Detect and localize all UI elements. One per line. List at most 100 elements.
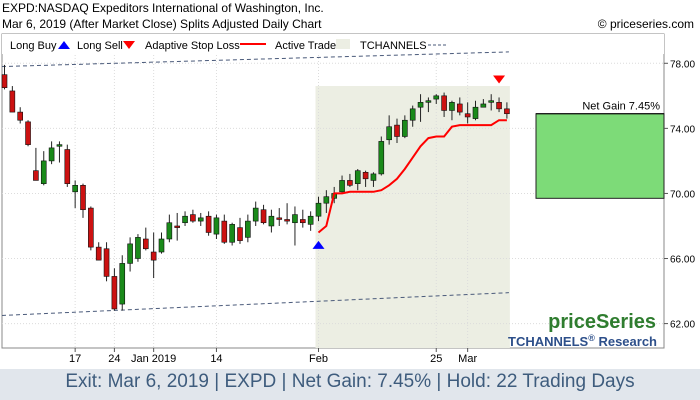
legend-label: Long Sell bbox=[77, 40, 123, 52]
y-tick-label: 78.00 bbox=[670, 59, 695, 70]
candle-body bbox=[370, 173, 377, 181]
candle-body bbox=[56, 144, 63, 147]
candle-body bbox=[25, 121, 31, 145]
candle-body bbox=[158, 238, 165, 253]
x-tick-label: Mar bbox=[458, 353, 477, 365]
tchannels-research-logo: TCHANNELS® Research bbox=[508, 333, 657, 349]
candle-body bbox=[9, 90, 16, 113]
candle-body bbox=[425, 100, 432, 103]
candle-body bbox=[150, 251, 157, 261]
candle-body bbox=[433, 95, 440, 100]
channel-upper-line bbox=[1, 51, 509, 68]
candle-body bbox=[135, 237, 141, 259]
candle-body bbox=[472, 106, 479, 119]
candle-body bbox=[284, 219, 290, 222]
candle-body bbox=[64, 149, 71, 184]
candle-body bbox=[17, 111, 24, 121]
candle-body bbox=[339, 180, 345, 193]
candle-body bbox=[48, 147, 55, 162]
candle-body bbox=[299, 219, 306, 224]
candle-body bbox=[40, 160, 47, 184]
candle-body bbox=[95, 246, 102, 261]
candle-body bbox=[402, 119, 408, 137]
long-buy-marker bbox=[312, 240, 325, 249]
adaptive-stop-loss-line bbox=[317, 119, 507, 234]
candle-body bbox=[268, 215, 275, 227]
candle-body bbox=[362, 171, 369, 180]
legend-label: Long Buy bbox=[10, 40, 57, 52]
legend-label: Active Trade bbox=[275, 40, 336, 52]
y-tick-label: 70.00 bbox=[670, 189, 695, 200]
candle-body bbox=[464, 113, 471, 118]
candle-body bbox=[307, 215, 314, 225]
candle-body bbox=[182, 215, 188, 224]
y-tick-label: 62.00 bbox=[670, 320, 695, 331]
candle-body bbox=[221, 220, 228, 243]
candle-body bbox=[441, 95, 447, 111]
candle-body bbox=[347, 180, 353, 186]
copyright-text: © priceseries.com bbox=[597, 17, 694, 31]
candle-body bbox=[315, 202, 322, 217]
candle-body bbox=[394, 124, 400, 137]
candle-body bbox=[143, 238, 149, 250]
down-triangle-icon bbox=[123, 41, 135, 49]
candle-body bbox=[190, 214, 196, 222]
candle-body bbox=[496, 102, 502, 110]
candle-body bbox=[111, 276, 118, 310]
candle-body bbox=[252, 207, 259, 222]
candle-body bbox=[260, 209, 267, 224]
net-gain-box bbox=[535, 113, 665, 199]
x-tick-label: 24 bbox=[108, 353, 120, 365]
candle-body bbox=[449, 102, 455, 111]
chart-title: EXPD:NASDAQ Expeditors International of … bbox=[2, 1, 324, 15]
candle-body bbox=[213, 217, 220, 235]
candle-body bbox=[378, 141, 385, 175]
candle-body bbox=[456, 103, 463, 113]
candle-body bbox=[386, 126, 392, 141]
x-tick-label: Feb bbox=[309, 353, 328, 365]
y-tick-label: 66.00 bbox=[670, 255, 695, 266]
candle-body bbox=[33, 170, 39, 181]
channel-lower-line bbox=[1, 292, 509, 316]
chart-subtitle: Mar 6, 2019 (After Market Close) Splits … bbox=[2, 17, 322, 31]
legend-label: TCHANNELS bbox=[360, 40, 427, 52]
legend-bar bbox=[2, 34, 664, 54]
candle-body bbox=[480, 103, 487, 108]
x-tick-label: 17 bbox=[69, 353, 81, 365]
candle-body bbox=[174, 225, 180, 228]
candle-body bbox=[323, 196, 330, 204]
footer-bar bbox=[0, 369, 700, 400]
candle-body bbox=[417, 102, 424, 108]
long-sell-marker bbox=[493, 75, 506, 84]
candle-body bbox=[1, 74, 8, 88]
candle-body bbox=[292, 214, 298, 224]
candle-body bbox=[488, 100, 495, 103]
y-tick-label: 74.00 bbox=[670, 124, 695, 135]
candle-body bbox=[127, 243, 133, 264]
candle-body bbox=[229, 224, 235, 243]
candle-body bbox=[245, 220, 251, 238]
active-trade-region bbox=[315, 86, 510, 348]
candle-body bbox=[276, 217, 283, 220]
candle-body bbox=[166, 222, 173, 240]
x-tick-label: 14 bbox=[210, 353, 222, 365]
up-triangle-icon bbox=[58, 41, 70, 49]
candle-body bbox=[504, 108, 510, 115]
candle-body bbox=[72, 185, 78, 193]
shaded-box-icon bbox=[336, 39, 350, 49]
x-tick-label: 25 bbox=[430, 353, 442, 365]
candle-body bbox=[119, 263, 126, 305]
net-gain-label: Net Gain 7.45% bbox=[582, 101, 660, 113]
candle-body bbox=[205, 215, 212, 233]
priceseries-logo: priceSeries bbox=[548, 311, 656, 333]
candle-body bbox=[88, 207, 94, 248]
candle-body bbox=[354, 170, 361, 184]
x-tick-label: Jan 2019 bbox=[131, 353, 176, 365]
trade-summary: Exit: Mar 6, 2019 | EXPD | Net Gain: 7.4… bbox=[65, 371, 635, 392]
candle-body bbox=[197, 217, 204, 222]
legend-label: Adaptive Stop Loss bbox=[145, 40, 240, 52]
candle-body bbox=[409, 108, 416, 121]
candle-body bbox=[237, 227, 243, 241]
candle-body bbox=[103, 248, 110, 277]
